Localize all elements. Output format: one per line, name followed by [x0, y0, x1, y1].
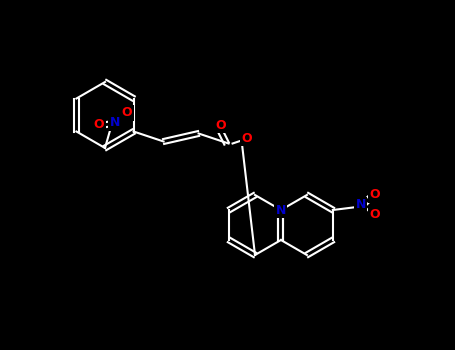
Text: O: O [369, 209, 380, 222]
Text: O: O [241, 132, 252, 145]
Text: O: O [121, 106, 132, 119]
Text: O: O [94, 119, 104, 132]
Text: N: N [110, 117, 120, 130]
Text: N: N [276, 203, 286, 217]
Text: O: O [215, 119, 226, 132]
Text: O: O [369, 189, 380, 202]
Text: N: N [356, 198, 366, 211]
